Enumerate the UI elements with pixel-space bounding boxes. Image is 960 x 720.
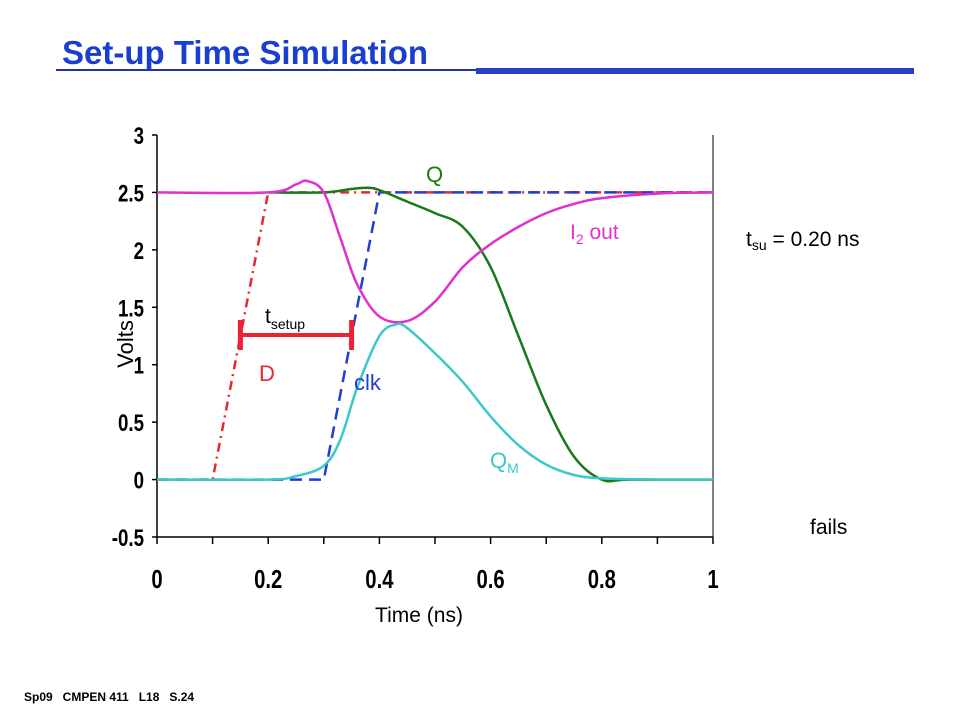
y-tick-label: 2: [134, 238, 144, 265]
label-tsetup-sub: setup: [271, 316, 305, 332]
x-tick-label: 1: [707, 565, 718, 594]
tsu-sub: su: [751, 237, 767, 253]
title-underline-bar: [476, 68, 914, 74]
label-tsetup: tsetup: [265, 305, 305, 332]
x-tick-label: 0.6: [477, 565, 505, 594]
tsu-annotation: tsu = 0.20 ns: [746, 228, 859, 253]
label-tsetup-main: t: [265, 305, 271, 328]
x-tick-label: 0: [151, 565, 162, 594]
label-QM-sub: M: [507, 460, 519, 476]
series-qm: [156, 322, 714, 482]
label-QM: QM: [490, 448, 519, 476]
y-tick-label: 0.5: [118, 410, 144, 437]
label-clk: clk: [354, 370, 382, 395]
label-I2-rest: out: [584, 221, 619, 244]
y-tick-label: 1: [134, 353, 144, 380]
y-tick-label: 1.5: [118, 295, 144, 322]
label-I2-main: I: [570, 221, 576, 244]
tsu-value: = 0.20 ns: [766, 228, 860, 251]
label-D: D: [259, 361, 275, 386]
label-Q: Q: [426, 162, 443, 187]
y-axis-label: Volts: [113, 320, 138, 368]
fails-annotation: fails: [810, 516, 848, 539]
x-tick-label: 0.4: [365, 565, 393, 594]
y-tick-label: 0: [134, 467, 144, 494]
x-axis-label: Time (ns): [375, 604, 463, 627]
slide-footer: Sp09 CMPEN 411 L18 S.24: [24, 690, 195, 704]
series-i2-out: [156, 179, 714, 324]
x-tick-label: 0.8: [588, 565, 616, 594]
label-QM-main: Q: [490, 448, 507, 473]
slide-title: Set-up Time Simulation: [62, 34, 429, 71]
y-tick-label: 2.5: [118, 180, 144, 207]
label-I2-sub: 2: [576, 231, 584, 247]
y-tick-label: -0.5: [112, 525, 144, 552]
label-I2-out: I2 out: [570, 221, 619, 247]
y-tick-label: 3: [134, 123, 144, 150]
x-tick-label: 0.2: [254, 565, 282, 594]
tsu-main: t: [746, 228, 752, 251]
